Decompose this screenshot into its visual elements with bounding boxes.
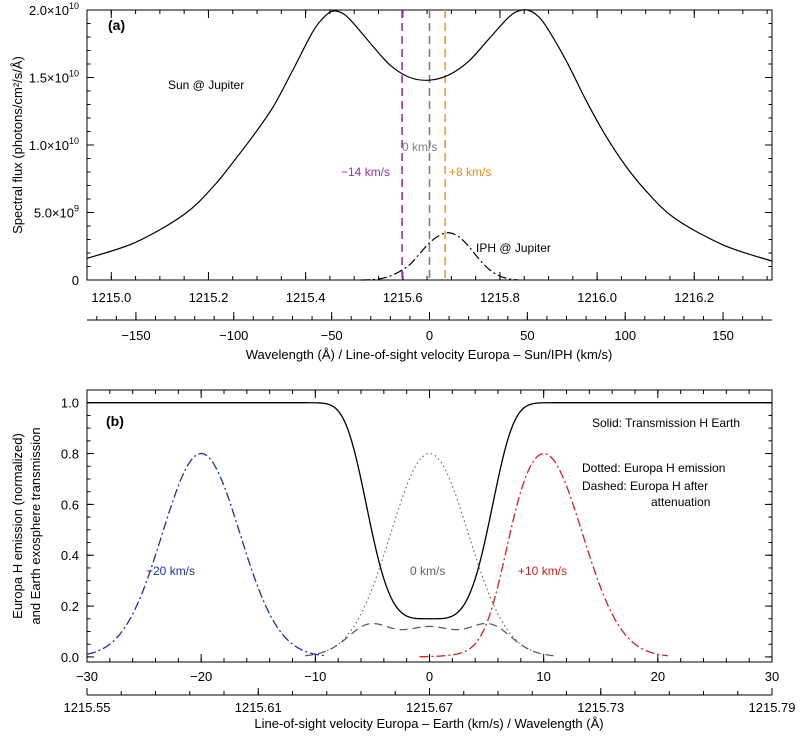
velocity-marker-label-minus14: −14 km/s [341, 165, 390, 179]
legend-note-dashed-cont: attenuation [651, 495, 710, 509]
annotation-plus10: +10 km/s [518, 564, 567, 578]
y-tick-label: 1.0×1010 [29, 136, 79, 153]
velocity-marker-label-plus8: +8 km/s [449, 165, 491, 179]
y-tick-label: 0.8 [61, 447, 79, 462]
panel-a-x-axis-title: Wavelength (Å) / Line-of-sight velocity … [246, 347, 613, 362]
panel-a-label: (a) [108, 17, 125, 33]
wavelength-tick-label: 1215.61 [235, 700, 282, 715]
y-tick-label: 1.0 [61, 396, 79, 411]
panel-b-curves [86, 402, 772, 658]
wavelength-tick-label: 1216.0 [577, 290, 617, 305]
earth-transmission-line [87, 402, 772, 620]
panel-a-wavelength-axis: 1215.0 1215.2 1215.4 1215.6 1215.8 1216.0 1216… [91, 10, 768, 305]
panel-a-velocity-axis: −150 −100 −50 0 50 100 150 [96, 312, 763, 343]
legend-note-solid: Solid: Transmission H Earth [592, 416, 740, 430]
y-tick-label: 5.0×109 [34, 204, 79, 221]
europa-emission-line [305, 452, 554, 657]
panel-b-wavelength-axis: 1215.55 1215.61 1215.67 1215.73 1215.79 [64, 688, 796, 715]
panel-a-velocity-markers [401, 10, 446, 280]
wavelength-tick-label: 1215.79 [749, 700, 796, 715]
annotation-0: 0 km/s [410, 564, 445, 578]
velocity-tick-label: −20 [190, 669, 212, 684]
velocity-tick-label: 30 [765, 669, 779, 684]
velocity-tick-label: −10 [304, 669, 326, 684]
velocity-tick-label: 0 [426, 669, 433, 684]
wavelength-tick-label: 1215.8 [480, 290, 520, 305]
panel-a-curves [86, 9, 773, 281]
velocity-tick-label: 10 [536, 669, 550, 684]
velocity-tick-label: 20 [651, 669, 665, 684]
iph-series-label: IPH @ Jupiter [476, 241, 551, 255]
wavelength-tick-label: 1216.2 [674, 290, 714, 305]
panel-a-y-axis-title: Spectral flux (photons/cm²/s/Å) [10, 56, 25, 234]
panel-a-y-axis: 0 5.0×109 1.0×1010 1.5×1010 2.0×1010 [29, 1, 772, 288]
panel-b-velocity-axis: −30 −20 −10 0 10 20 30 [76, 390, 779, 684]
panel-b-frame [86, 389, 773, 663]
wavelength-tick-label: 1215.73 [577, 700, 624, 715]
y-tick-label: 0 [72, 273, 79, 288]
y-tick-label: 0.2 [61, 599, 79, 614]
y-tick-label: 0.6 [61, 497, 79, 512]
wavelength-tick-label: 1215.6 [383, 290, 423, 305]
panel-b-y-axis: 0.0 0.2 0.4 0.6 0.8 1.0 [61, 396, 772, 665]
legend-note-dashed: Dashed: Europa H after [582, 479, 708, 493]
y-tick-label: 2.0×1010 [29, 1, 79, 18]
y-tick-label: 0.4 [61, 548, 79, 563]
panel-b-y-axis-title-1: Europa H emission (normalized) [10, 433, 25, 619]
velocity-tick-label: −50 [321, 328, 343, 343]
velocity-tick-label: −100 [219, 328, 248, 343]
legend-note-dotted: Dotted: Europa H emission [582, 461, 725, 475]
panel-b-label: (b) [106, 413, 124, 429]
sun-spectrum-line [86, 9, 773, 262]
y-tick-label: 1.5×1010 [29, 69, 79, 86]
annotation-minus20: −20 km/s [146, 564, 195, 578]
velocity-tick-label: 100 [614, 328, 636, 343]
velocity-marker-label-0: 0 km/s [402, 140, 437, 154]
velocity-tick-label: −30 [76, 669, 98, 684]
wavelength-tick-label: 1215.55 [64, 700, 111, 715]
panel-b: 0.0 0.2 0.4 0.6 0.8 1.0 −30 −20 −10 0 10 20 30 1215… [10, 389, 796, 731]
sun-series-label: Sun @ Jupiter [168, 78, 244, 92]
iph-spectrum-line [360, 232, 518, 281]
panel-b-y-axis-title-2: and Earth exosphere transmission [28, 427, 43, 624]
wavelength-tick-label: 1215.4 [286, 290, 326, 305]
europa-attenuated-line [419, 452, 668, 658]
wavelength-tick-label: 1215.2 [189, 290, 229, 305]
velocity-tick-label: −150 [121, 328, 150, 343]
velocity-tick-label: 0 [426, 328, 433, 343]
velocity-tick-label: 50 [520, 328, 534, 343]
panel-b-x-axis-title: Line-of-sight velocity Europa – Earth (k… [254, 716, 603, 731]
wavelength-tick-label: 1215.67 [406, 700, 453, 715]
wavelength-tick-label: 1215.0 [91, 290, 131, 305]
europa-attenuated-line [86, 452, 326, 657]
y-tick-label: 0.0 [61, 650, 79, 665]
velocity-tick-label: 150 [712, 328, 734, 343]
europa-attenuated-line [305, 622, 554, 657]
